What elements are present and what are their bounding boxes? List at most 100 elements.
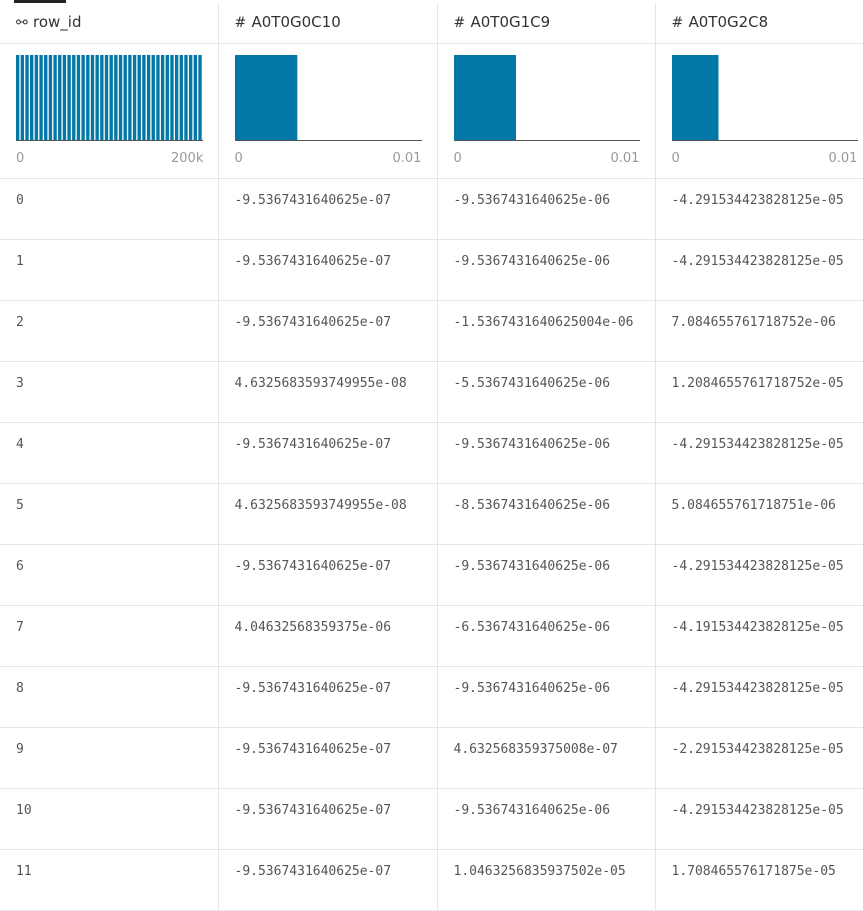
row-id-cell[interactable]: 11 <box>0 849 219 911</box>
value-cell[interactable]: -4.191534423828125e-05 <box>655 605 863 667</box>
table-row[interactable]: 6 -9.5367431640625e-07 -9.5367431640625e-0… <box>0 544 863 606</box>
histogram-chart[interactable] <box>453 55 640 142</box>
row-id-cell[interactable]: 5 <box>0 483 219 545</box>
column-header-a0t0g0c10[interactable]: # A0T0G0C10 <box>218 3 438 44</box>
value-cell[interactable]: -6.5367431640625e-06 <box>437 605 656 667</box>
row-id-cell[interactable]: 4 <box>0 422 219 484</box>
histogram-bar[interactable] <box>95 55 99 140</box>
value-cell[interactable]: -1.5367431640625004e-06 <box>437 300 656 362</box>
histogram-bar[interactable] <box>62 55 67 140</box>
histogram-bar[interactable] <box>170 55 174 140</box>
table-row[interactable]: 7 4.04632568359375e-06 -6.5367431640625e-0… <box>0 605 863 667</box>
histogram-bar[interactable] <box>198 55 202 140</box>
histogram-bar[interactable] <box>76 55 81 140</box>
histogram-bar[interactable] <box>34 55 39 140</box>
table-row[interactable]: 2 -9.5367431640625e-07 -1.5367431640625004… <box>0 300 863 362</box>
histogram-bar[interactable] <box>179 55 183 140</box>
histogram-bar[interactable] <box>100 55 104 140</box>
value-cell[interactable]: 4.04632568359375e-06 <box>218 605 438 667</box>
value-cell[interactable]: 5.084655761718751e-06 <box>655 483 863 545</box>
histogram-bar[interactable] <box>16 55 20 140</box>
row-id-cell[interactable]: 0 <box>0 178 219 240</box>
value-cell[interactable]: -5.5367431640625e-06 <box>437 361 656 423</box>
row-id-cell[interactable]: 1 <box>0 239 219 301</box>
histogram-bar[interactable] <box>132 55 137 140</box>
value-cell[interactable]: -9.5367431640625e-07 <box>218 849 438 911</box>
histogram-bar[interactable] <box>114 55 118 140</box>
value-cell[interactable]: -9.5367431640625e-06 <box>437 666 656 728</box>
histogram-bar[interactable] <box>118 55 123 140</box>
value-cell[interactable]: 4.632568359375008e-07 <box>437 727 656 789</box>
table-row[interactable]: 1 -9.5367431640625e-07 -9.5367431640625e-0… <box>0 239 863 301</box>
row-id-cell[interactable]: 2 <box>0 300 219 362</box>
histogram-bar[interactable] <box>160 55 165 140</box>
histogram-bar[interactable] <box>67 55 71 140</box>
table-row[interactable]: 9 -9.5367431640625e-07 4.632568359375008e-… <box>0 727 863 789</box>
histogram-bar[interactable] <box>156 55 160 140</box>
row-id-cell[interactable]: 3 <box>0 361 219 423</box>
histogram-bar[interactable] <box>53 55 57 140</box>
value-cell[interactable]: 1.0463256835937502e-05 <box>437 849 656 911</box>
value-cell[interactable]: -9.5367431640625e-07 <box>218 544 438 606</box>
value-cell[interactable]: 1.2084655761718752e-05 <box>655 361 863 423</box>
row-id-cell[interactable]: 8 <box>0 666 219 728</box>
row-id-cell[interactable]: 7 <box>0 605 219 667</box>
column-header-row-id[interactable]: ⚯ row_id <box>0 3 219 44</box>
histogram-bar[interactable] <box>25 55 29 140</box>
value-cell[interactable]: -4.291534423828125e-05 <box>655 788 863 850</box>
row-id-cell[interactable]: 9 <box>0 727 219 789</box>
histogram-chart[interactable] <box>16 55 203 142</box>
histogram-chart[interactable] <box>234 55 422 142</box>
value-cell[interactable]: -9.5367431640625e-07 <box>218 239 438 301</box>
value-cell[interactable]: -4.291534423828125e-05 <box>655 239 863 301</box>
value-cell[interactable]: 1.708465576171875e-05 <box>655 849 863 911</box>
table-row[interactable]: 10 -9.5367431640625e-07 -9.5367431640625e-… <box>0 788 863 850</box>
histogram-bar[interactable] <box>151 55 155 140</box>
histogram-bar[interactable] <box>234 55 297 140</box>
value-cell[interactable]: -9.5367431640625e-06 <box>437 544 656 606</box>
histogram-bar[interactable] <box>671 55 719 140</box>
table-row[interactable]: 5 4.6325683593749955e-08 -8.5367431640625e… <box>0 483 863 545</box>
histogram-bar[interactable] <box>146 55 151 140</box>
value-cell[interactable]: -8.5367431640625e-06 <box>437 483 656 545</box>
histogram-bar[interactable] <box>20 55 25 140</box>
table-row[interactable]: 0 -9.5367431640625e-07 -9.5367431640625e-0… <box>0 178 863 240</box>
value-cell[interactable]: -9.5367431640625e-07 <box>218 422 438 484</box>
value-cell[interactable]: 4.6325683593749955e-08 <box>218 361 438 423</box>
value-cell[interactable]: -4.291534423828125e-05 <box>655 422 863 484</box>
row-id-cell[interactable]: 6 <box>0 544 219 606</box>
value-cell[interactable]: -9.5367431640625e-06 <box>437 178 656 240</box>
value-cell[interactable]: -9.5367431640625e-07 <box>218 666 438 728</box>
table-row[interactable]: 8 -9.5367431640625e-07 -9.5367431640625e-0… <box>0 666 863 728</box>
value-cell[interactable]: -9.5367431640625e-07 <box>218 300 438 362</box>
value-cell[interactable]: -9.5367431640625e-07 <box>218 788 438 850</box>
table-row[interactable]: 4 -9.5367431640625e-07 -9.5367431640625e-0… <box>0 422 863 484</box>
histogram-bar[interactable] <box>193 55 198 140</box>
histogram-bar[interactable] <box>90 55 95 140</box>
histogram-bar[interactable] <box>174 55 179 140</box>
value-cell[interactable]: -4.291534423828125e-05 <box>655 544 863 606</box>
histogram-bar[interactable] <box>58 55 62 140</box>
value-cell[interactable]: -9.5367431640625e-07 <box>218 178 438 240</box>
histogram-bar[interactable] <box>165 55 169 140</box>
histogram-bar[interactable] <box>86 55 90 140</box>
histogram-bar[interactable] <box>137 55 141 140</box>
table-row[interactable]: 11 -9.5367431640625e-07 1.0463256835937502… <box>0 849 863 911</box>
value-cell[interactable]: -4.291534423828125e-05 <box>655 178 863 240</box>
row-id-cell[interactable]: 10 <box>0 788 219 850</box>
column-header-a0t0g2c8[interactable]: # A0T0G2C8 <box>655 3 863 44</box>
histogram-bar[interactable] <box>184 55 188 140</box>
value-cell[interactable]: -2.291534423828125e-05 <box>655 727 863 789</box>
histogram-bar[interactable] <box>128 55 132 140</box>
value-cell[interactable]: -4.291534423828125e-05 <box>655 666 863 728</box>
histogram-bar[interactable] <box>39 55 43 140</box>
histogram-bar[interactable] <box>30 55 34 140</box>
value-cell[interactable]: 4.6325683593749955e-08 <box>218 483 438 545</box>
table-row[interactable]: 3 4.6325683593749955e-08 -5.5367431640625e… <box>0 361 863 423</box>
column-header-a0t0g1c9[interactable]: # A0T0G1C9 <box>437 3 656 44</box>
histogram-chart[interactable] <box>671 55 858 142</box>
value-cell[interactable]: -9.5367431640625e-07 <box>218 727 438 789</box>
histogram-bar[interactable] <box>48 55 53 140</box>
histogram-bar[interactable] <box>109 55 113 140</box>
histogram-bar[interactable] <box>104 55 109 140</box>
